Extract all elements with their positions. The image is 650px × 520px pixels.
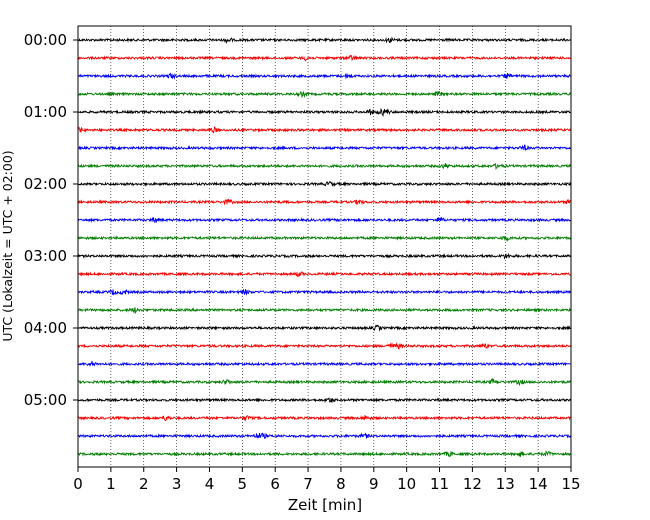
x-tick-label: 12: [463, 475, 482, 493]
x-tick-label: 9: [369, 475, 379, 493]
x-tick-label: 0: [73, 475, 83, 493]
x-tick-label: 7: [303, 475, 313, 493]
seismic-trace: [77, 235, 572, 242]
y-tick-label: 00:00: [24, 31, 67, 49]
seismic-trace: [77, 162, 572, 170]
y-tick-label: 02:00: [24, 175, 67, 193]
y-tick-label: 03:00: [24, 247, 67, 265]
seismic-trace: [77, 144, 572, 152]
seismic-trace: [77, 252, 572, 260]
x-axis-label: Zeit [min]: [288, 496, 362, 514]
seismic-trace: [77, 432, 572, 439]
x-tick-label: 11: [430, 475, 449, 493]
seismic-trace: [77, 180, 572, 187]
x-tick-label: 3: [172, 475, 182, 493]
seismic-trace: [77, 198, 572, 206]
x-tick-label: 5: [238, 475, 248, 493]
seismic-trace: [77, 108, 572, 118]
x-tick-label: 2: [139, 475, 149, 493]
y-axis-label: UTC (Lokalzeit = UTC + 02:00): [0, 150, 15, 341]
y-tick-label: 05:00: [24, 391, 67, 409]
x-tick-label: 15: [561, 475, 580, 493]
y-axis-ticks: 00:00 01:00 02:00 03:00 04:00 05:00: [24, 31, 78, 409]
seismic-trace: [77, 450, 572, 457]
seismic-trace: [77, 90, 572, 99]
seismic-trace: [77, 54, 572, 62]
x-tick-label: 14: [529, 475, 548, 493]
x-axis-ticks: 0 1 2 3 4 5 6 7 8 9 10 11 12 13 14 15: [73, 467, 581, 493]
x-tick-label: 10: [397, 475, 416, 493]
x-tick-label: 1: [106, 475, 116, 493]
seismic-trace: [77, 72, 572, 80]
seismic-trace: [77, 288, 572, 296]
seismic-traces: [77, 36, 572, 457]
seismic-trace: [77, 342, 572, 350]
x-tick-label: 4: [205, 475, 215, 493]
seismic-trace: [77, 377, 572, 387]
plot-frame: [77, 25, 572, 468]
y-tick-label: 01:00: [24, 103, 67, 121]
x-tick-label: 8: [336, 475, 346, 493]
seismic-trace: [77, 271, 572, 278]
seismic-trace: [77, 324, 572, 332]
seismic-trace: [77, 415, 572, 422]
seismic-trace: [77, 36, 572, 45]
seismic-trace: [77, 216, 572, 224]
seismic-trace: [77, 307, 572, 315]
seismic-trace: [77, 360, 572, 367]
x-tick-label: 6: [270, 475, 280, 493]
seismic-trace: [77, 126, 572, 134]
y-tick-label: 04:00: [24, 319, 67, 337]
x-tick-label: 13: [496, 475, 515, 493]
seismic-trace: [77, 397, 572, 404]
